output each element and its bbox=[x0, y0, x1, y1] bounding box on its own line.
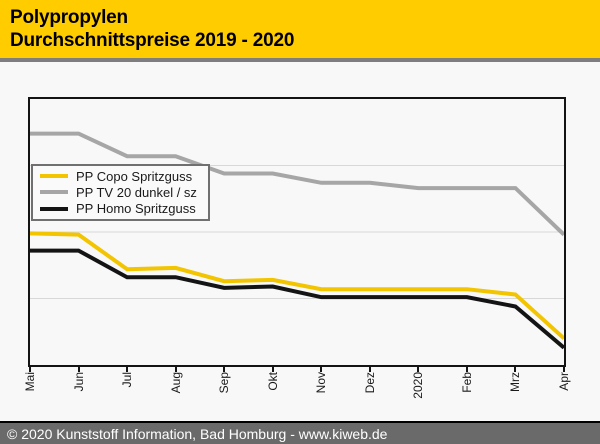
footer-copyright: © 2020 Kunststoff Information, Bad Hombu… bbox=[0, 423, 600, 444]
legend-item: PP Copo Spritzguss bbox=[40, 168, 201, 184]
x-tick bbox=[77, 367, 80, 372]
header-banner: Polypropylen Durchschnittspreise 2019 - … bbox=[0, 0, 600, 58]
x-tick bbox=[29, 367, 31, 372]
x-tick bbox=[417, 367, 420, 372]
page-title-line1: Polypropylen bbox=[10, 7, 128, 28]
series-line-pp-copo-spritzguss bbox=[30, 231, 564, 340]
plot-frame bbox=[28, 97, 566, 367]
x-tick bbox=[368, 367, 371, 372]
x-tick bbox=[465, 367, 468, 372]
footer-separator bbox=[0, 421, 600, 423]
x-tick-label: Apr bbox=[557, 372, 571, 391]
x-tick-label: Sep bbox=[217, 372, 232, 394]
page-title-line2: Durchschnittspreise 2019 - 2020 bbox=[10, 30, 295, 51]
x-tick-label: 2020 bbox=[411, 372, 426, 399]
x-tick-label: Mai bbox=[23, 372, 37, 392]
chart-legend: PP Copo Spritzguss PP TV 20 dunkel / sz PP… bbox=[31, 164, 210, 221]
legend-item: PP TV 20 dunkel / sz bbox=[40, 184, 201, 200]
legend-label: PP TV 20 dunkel / sz bbox=[76, 184, 197, 200]
x-tick bbox=[271, 367, 274, 372]
x-tick bbox=[514, 367, 517, 372]
x-tick-label: Jul bbox=[120, 372, 135, 388]
x-tick-label: Nov bbox=[314, 372, 329, 394]
x-tick-label: Dez bbox=[362, 372, 377, 394]
chart-area: Mai Jun Jul Aug Sep Okt Nov Dez 2020 Feb Mrz Apr PP… bbox=[0, 62, 600, 421]
legend-line-swatch bbox=[40, 174, 68, 179]
x-tick bbox=[223, 367, 226, 372]
x-tick bbox=[174, 367, 177, 372]
series-line-pp-tv-20-dunkel-sz bbox=[30, 131, 564, 237]
x-tick-label: Feb bbox=[459, 372, 474, 393]
series-line-pp-homo-spritzguss bbox=[30, 248, 564, 350]
x-tick-label: Jun bbox=[71, 372, 86, 392]
x-tick-label: Okt bbox=[265, 372, 280, 391]
legend-line-swatch bbox=[40, 206, 68, 211]
legend-line-swatch bbox=[40, 190, 68, 195]
x-tick-label: Aug bbox=[168, 372, 183, 394]
x-tick-label: Mrz bbox=[508, 372, 523, 392]
x-tick bbox=[320, 367, 323, 372]
header-separator bbox=[0, 58, 600, 62]
x-tick bbox=[563, 367, 565, 372]
x-tick bbox=[126, 367, 129, 372]
price-line-chart bbox=[30, 131, 564, 350]
legend-label: PP Homo Spritzguss bbox=[76, 201, 196, 217]
legend-item: PP Homo Spritzguss bbox=[40, 201, 201, 217]
legend-label: PP Copo Spritzguss bbox=[76, 168, 193, 184]
